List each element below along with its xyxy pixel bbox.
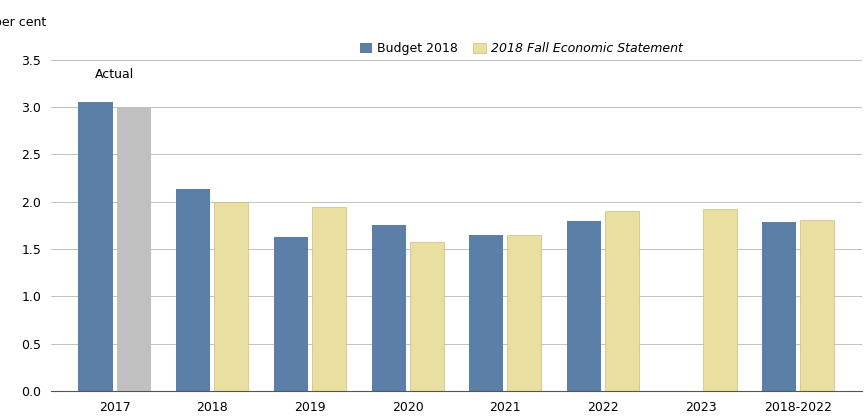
Bar [214,202,249,391]
Bar [274,237,308,391]
Bar [762,222,797,391]
Bar [800,220,835,391]
Text: Actual: Actual [95,68,134,81]
Bar [605,211,639,391]
Bar [507,235,541,391]
Bar [117,107,151,391]
Bar [469,235,503,391]
Bar [702,209,737,391]
Bar [176,189,210,391]
Bar [410,242,443,391]
Bar [79,102,113,391]
Bar [567,221,601,391]
Bar [312,206,346,391]
Legend: Budget 2018, 2018 Fall Economic Statement: Budget 2018, 2018 Fall Economic Statemen… [360,42,682,56]
Bar [372,225,405,391]
Text: per cent: per cent [0,16,47,29]
